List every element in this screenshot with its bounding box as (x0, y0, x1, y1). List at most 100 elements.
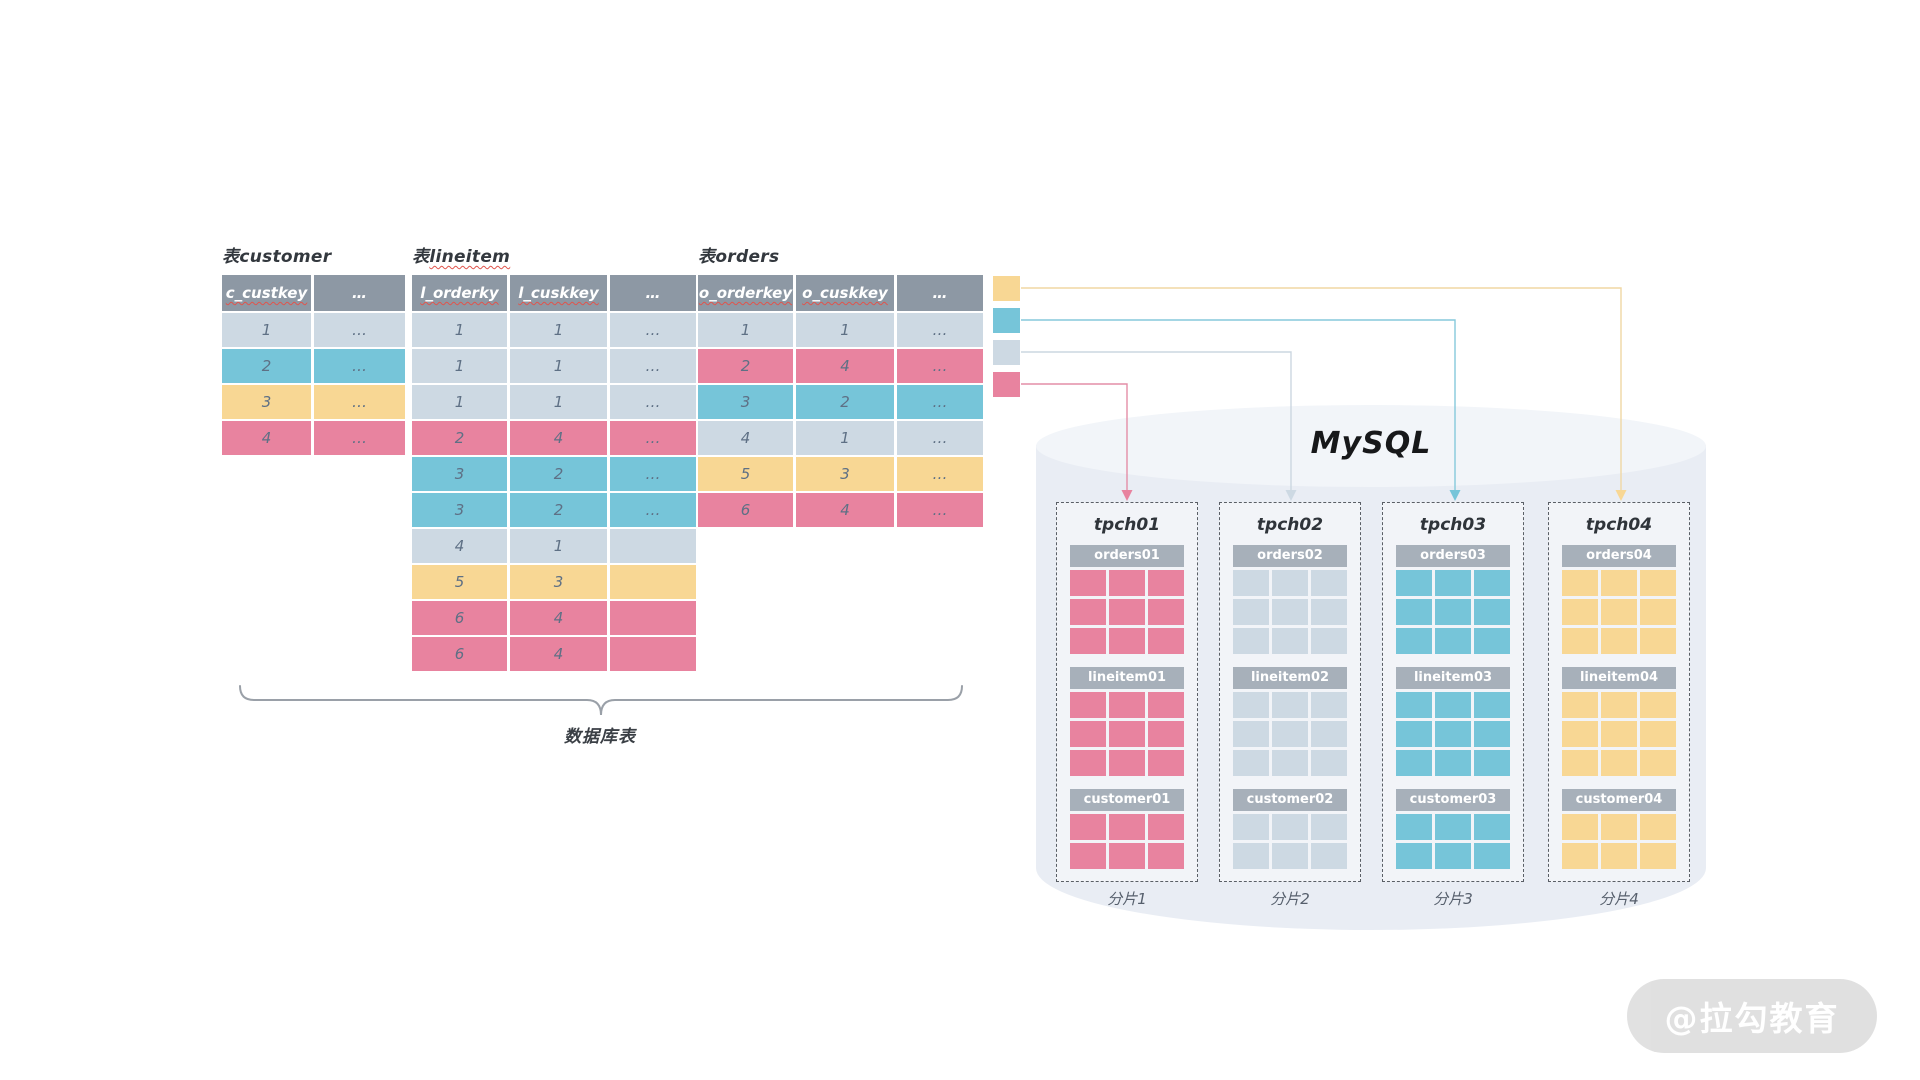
column-header-label: o_orderkey (698, 284, 793, 302)
shard-table-grid (1070, 570, 1184, 654)
table-cell: 1 (698, 313, 793, 347)
legend-swatch-light (993, 340, 1020, 365)
table-title-prefix: 表 (222, 247, 240, 267)
shard-cell (1311, 750, 1347, 776)
shard-table-grid (1562, 814, 1676, 869)
shard-table-orders02: orders02 (1233, 545, 1347, 654)
underbrace (239, 685, 963, 716)
table-cell: 1 (412, 385, 507, 419)
shard-cell (1474, 692, 1510, 718)
shard-cell (1601, 843, 1637, 869)
table-cell: … (897, 385, 983, 419)
shard-cell (1640, 599, 1676, 625)
shard-cell (1233, 570, 1269, 596)
shard-table-header: orders01 (1070, 545, 1184, 567)
shard-table-header: customer01 (1070, 789, 1184, 811)
table-cell: … (610, 313, 696, 347)
table-cell: 4 (222, 421, 311, 455)
table-cell: … (610, 457, 696, 491)
shard-table-grid (1070, 692, 1184, 776)
table-cell: … (314, 349, 405, 383)
shard-cell (1148, 628, 1184, 654)
table-header-row: c_custkey… (222, 275, 405, 311)
column-header: l_cuskkey (510, 275, 607, 311)
table-row: 3… (222, 385, 405, 419)
table-cell: … (897, 349, 983, 383)
table-row: 3 2… (698, 385, 983, 419)
table-cell (610, 601, 696, 635)
shard-title: tpch01 (1093, 515, 1161, 535)
shard-cell (1640, 750, 1676, 776)
table-customer: 表customer c_custkey… 1… 2… 3… 4… (222, 242, 405, 457)
table-row: 6 4… (698, 493, 983, 527)
shard-cell (1233, 599, 1269, 625)
shard-cell (1233, 750, 1269, 776)
shard-table-customer04: customer04 (1562, 789, 1676, 869)
table-cell: 3 (222, 385, 311, 419)
table-title-name: lineitem (429, 247, 511, 267)
shard-cell (1233, 814, 1269, 840)
shard-cell (1272, 628, 1308, 654)
shard-cell (1640, 692, 1676, 718)
shard-cell (1272, 843, 1308, 869)
shard-cell (1148, 750, 1184, 776)
table-cell: 2 (510, 493, 607, 527)
shard-cell (1233, 843, 1269, 869)
shard-cell (1070, 570, 1106, 596)
table-title-name: orders (715, 247, 780, 267)
shard-cell (1272, 599, 1308, 625)
table-cell: 3 (412, 493, 507, 527)
shard-cell (1109, 721, 1145, 747)
shard-cell (1109, 628, 1145, 654)
shard-table-header: lineitem02 (1233, 667, 1347, 689)
column-header-label: c_custkey (225, 284, 308, 302)
table-cell: 1 (510, 385, 607, 419)
shard-cell (1148, 570, 1184, 596)
shard-cell (1272, 814, 1308, 840)
table-title-lineitem: 表lineitem (412, 242, 696, 267)
shard-cell (1109, 814, 1145, 840)
table-cell: 1 (412, 313, 507, 347)
table-row: 2 4… (412, 421, 696, 455)
shard-cell (1233, 628, 1269, 654)
table-title-name: customer (239, 247, 332, 267)
shard-cell (1272, 721, 1308, 747)
shard-cell (1601, 721, 1637, 747)
shard-cell (1070, 628, 1106, 654)
column-header-label: o_cuskkey (802, 284, 888, 302)
table-cell: 2 (412, 421, 507, 455)
shard-cell (1601, 628, 1637, 654)
shard-cell (1474, 628, 1510, 654)
shard-cell (1311, 599, 1347, 625)
shard-table-orders01: orders01 (1070, 545, 1184, 654)
shard-cell (1272, 692, 1308, 718)
table-cell: 5 (698, 457, 793, 491)
shard-cell (1396, 750, 1432, 776)
shard-caption: 分片3 (1433, 890, 1473, 908)
table-row: 5 3… (698, 457, 983, 491)
column-header: c_custkey (222, 275, 311, 311)
shard-cell (1311, 628, 1347, 654)
table-cell: … (610, 493, 696, 527)
shard-title: tpch02 (1256, 515, 1324, 535)
column-header: o_orderkey (698, 275, 793, 311)
legend-swatch-pink (993, 372, 1020, 397)
shard-cell (1474, 599, 1510, 625)
table-cell: 1 (510, 349, 607, 383)
table-row: 3 2… (412, 457, 696, 491)
shard-cell (1109, 843, 1145, 869)
shard-cell (1396, 628, 1432, 654)
shard-cell (1396, 692, 1432, 718)
shard-caption: 分片1 (1107, 890, 1147, 908)
column-header-label: l_orderky (420, 284, 499, 302)
table-cell: 6 (698, 493, 793, 527)
shard-cell (1311, 814, 1347, 840)
shard-cell (1311, 721, 1347, 747)
shard-tpch03: tpch03 orders03 lineitem03 customer03 (1382, 502, 1524, 882)
shard-table-orders04: orders04 (1562, 545, 1676, 654)
shard-cell (1148, 843, 1184, 869)
brace-label: 数据库表 (564, 727, 636, 747)
